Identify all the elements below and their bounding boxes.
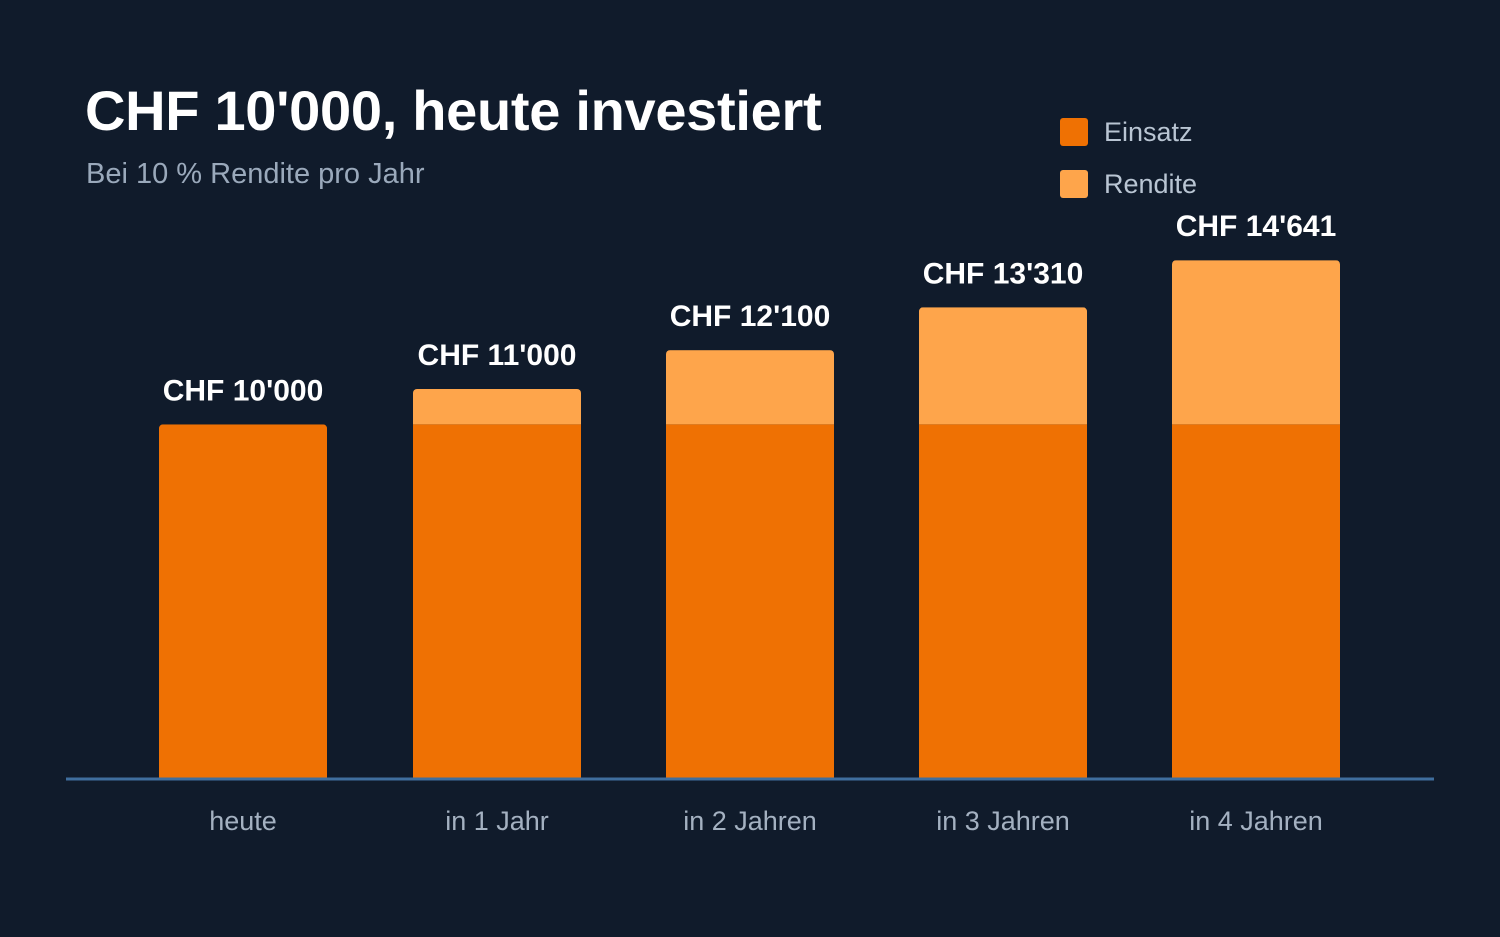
bar-group (666, 350, 834, 778)
bar-rendite (413, 389, 581, 425)
legend-swatch-einsatz (1060, 118, 1088, 146)
bar-value-label: CHF 10'000 (163, 374, 324, 407)
bar-einsatz (919, 424, 1087, 778)
bar-value-label: CHF 13'310 (923, 257, 1084, 290)
bar-einsatz (413, 424, 581, 778)
bar-group (159, 424, 327, 778)
x-tick-label: in 4 Jahren (1189, 806, 1323, 836)
bar-value-label: CHF 14'641 (1176, 210, 1337, 243)
bar-einsatz (1172, 424, 1340, 778)
bar-value-label: CHF 11'000 (418, 339, 577, 372)
legend-item-rendite: Rendite (1060, 158, 1197, 210)
legend-item-einsatz: Einsatz (1060, 106, 1197, 158)
bar-group (1172, 260, 1340, 778)
x-tick-label: in 1 Jahr (445, 806, 549, 836)
chart-legend: Einsatz Rendite (1060, 106, 1197, 210)
bar-group (413, 389, 581, 778)
legend-label-rendite: Rendite (1104, 168, 1198, 199)
bar-einsatz (159, 424, 327, 778)
bar-rendite (919, 307, 1087, 425)
x-tick-label: heute (209, 806, 277, 836)
bar-rendite (1172, 260, 1340, 425)
bar-group (919, 307, 1087, 778)
bar-einsatz (666, 424, 834, 778)
chart-title: CHF 10'000, heute investiert (85, 79, 822, 142)
x-tick-label: in 2 Jahren (683, 806, 817, 836)
bar-rendite (666, 350, 834, 425)
legend-label-einsatz: Einsatz (1104, 116, 1193, 147)
bar-value-label: CHF 12'100 (670, 300, 831, 333)
x-tick-label: in 3 Jahren (936, 806, 1070, 836)
chart-subtitle: Bei 10 % Rendite pro Jahr (86, 158, 425, 190)
legend-swatch-rendite (1060, 170, 1088, 198)
